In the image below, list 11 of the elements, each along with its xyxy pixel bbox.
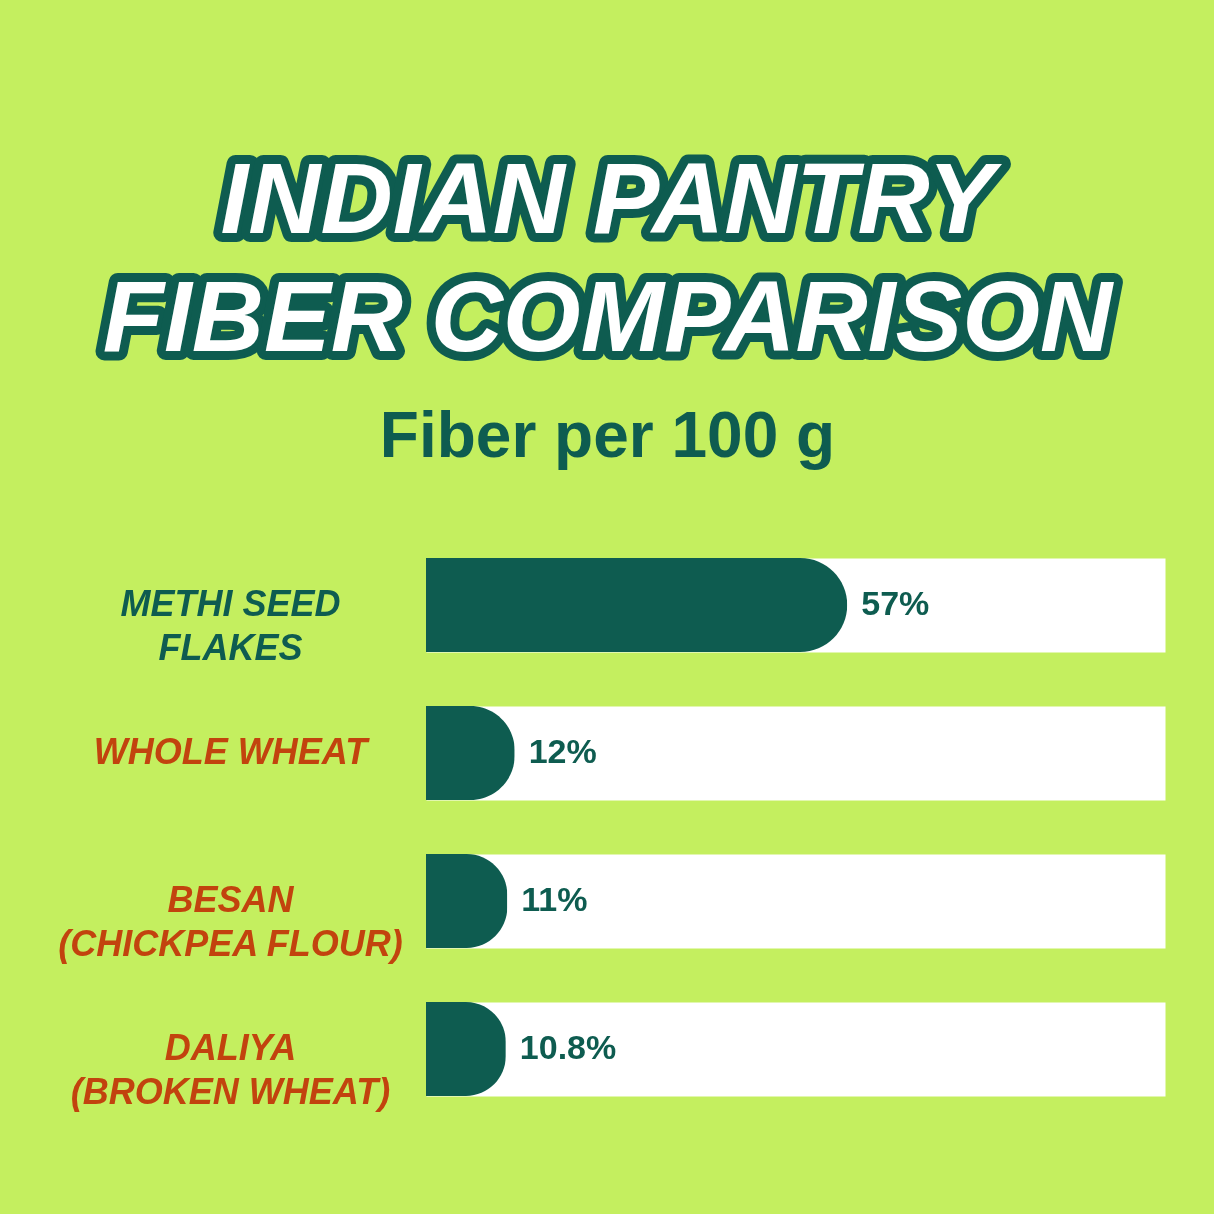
data-label: 10.8% bbox=[519, 1028, 617, 1066]
bar bbox=[426, 1002, 506, 1096]
data-label: 11% bbox=[521, 880, 588, 918]
data-label: 57% bbox=[861, 584, 930, 622]
y-tick-label: DALIYA (BROKEN WHEAT) bbox=[70, 1027, 391, 1112]
bar bbox=[426, 854, 508, 948]
chart-subtitle: Fiber per 100 g bbox=[379, 399, 836, 471]
data-label: 12% bbox=[528, 732, 597, 770]
y-tick-label: METHI SEED FLAKES bbox=[120, 583, 341, 668]
y-tick-label: WHOLE WHEAT bbox=[93, 731, 371, 772]
y-tick-label: BESAN (CHICKPEA FLOUR) bbox=[58, 879, 403, 964]
